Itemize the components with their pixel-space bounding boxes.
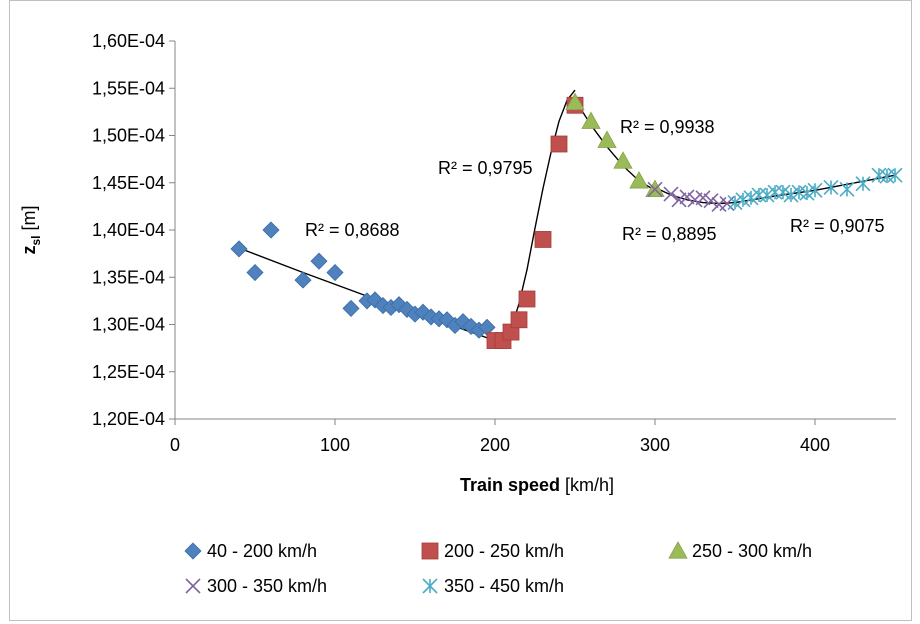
data-point <box>262 221 280 239</box>
data-point <box>510 311 528 329</box>
data-points <box>230 92 903 349</box>
x-tick-label: 0 <box>170 435 180 455</box>
data-point <box>581 111 601 129</box>
data-point <box>663 186 679 202</box>
legend-item: 350 - 450 km/h <box>422 576 564 596</box>
x-axis-title-main: Train speed <box>460 475 560 495</box>
series-1-points <box>230 221 496 339</box>
y-tick-label: 1,20E-04 <box>92 409 165 429</box>
data-point <box>629 171 649 189</box>
legend-item: 250 - 300 km/h <box>668 541 812 561</box>
y-tick-label: 1,45E-04 <box>92 173 165 193</box>
r-squared-label: R² = 0,9795 <box>438 158 533 178</box>
data-point <box>703 193 719 209</box>
x-tick-label: 200 <box>480 435 510 455</box>
data-point <box>230 240 248 258</box>
data-point <box>799 185 815 201</box>
data-point <box>767 184 783 200</box>
data-point <box>647 181 663 197</box>
y-tick-label: 1,35E-04 <box>92 267 165 287</box>
data-point <box>727 195 743 211</box>
x-axis-ticks: 0 100 200 300 400 <box>170 419 830 455</box>
data-point <box>671 192 687 208</box>
r-squared-label: R² = 0,8688 <box>305 220 400 240</box>
x-tick-label: 300 <box>640 435 670 455</box>
legend: 40 - 200 km/h 200 - 250 km/h 250 - 300 km/… <box>184 541 812 596</box>
r-squared-label: R² = 0,9938 <box>620 117 715 137</box>
y-axis-title-sub: sl <box>29 235 43 245</box>
data-point <box>887 167 903 183</box>
legend-label: 40 - 200 km/h <box>207 541 317 561</box>
data-point <box>534 231 552 248</box>
data-point <box>679 189 695 205</box>
data-point <box>565 92 585 111</box>
x-tick-label: 100 <box>320 435 350 455</box>
data-point <box>823 179 839 196</box>
legend-label: 300 - 350 km/h <box>207 576 327 596</box>
series-3-points <box>565 92 665 197</box>
legend-marker <box>184 542 202 560</box>
chart-border <box>9 0 912 621</box>
data-point <box>759 187 775 203</box>
y-tick-label: 1,25E-04 <box>92 362 165 382</box>
data-point <box>310 252 328 270</box>
legend-marker <box>422 578 438 594</box>
legend-marker <box>421 542 439 560</box>
data-point <box>613 151 633 169</box>
trend-300-350-line <box>654 186 736 205</box>
series-4-points <box>647 181 735 213</box>
legend-label: 250 - 300 km/h <box>692 541 812 561</box>
legend-item: 300 - 350 km/h <box>185 576 327 596</box>
legend-marker <box>668 541 688 559</box>
y-tick-label: 1,60E-04 <box>92 31 165 51</box>
y-tick-label: 1,55E-04 <box>92 78 165 98</box>
data-point <box>751 187 767 203</box>
data-point <box>518 290 536 308</box>
data-point <box>839 181 855 197</box>
legend-item: 40 - 200 km/h <box>184 541 317 561</box>
r-squared-labels: R² = 0,8688 R² = 0,9795 R² = 0,9938 R² = 0,… <box>305 117 885 244</box>
legend-label: 350 - 450 km/h <box>444 576 564 596</box>
x-tick-label: 400 <box>800 435 830 455</box>
y-axis-ticks: 1,20E-04 1,25E-04 1,30E-04 1,35E-04 1,40E-04… <box>92 31 175 429</box>
y-tick-label: 1,30E-04 <box>92 315 165 335</box>
data-point <box>294 271 312 289</box>
data-point <box>855 176 871 192</box>
data-point <box>597 130 617 148</box>
data-point <box>775 184 791 200</box>
series-5-points <box>727 167 903 211</box>
legend-label: 200 - 250 km/h <box>444 541 564 561</box>
data-point <box>807 182 823 198</box>
y-axis-title-main: z <box>19 246 39 255</box>
legend-marker <box>185 578 201 594</box>
y-axis-title: zsl [m] <box>19 205 43 254</box>
r-squared-label: R² = 0,8895 <box>622 224 717 244</box>
data-point <box>342 299 360 318</box>
data-point <box>326 263 344 282</box>
legend-item: 200 - 250 km/h <box>421 541 564 561</box>
x-axis-title: Train speed [km/h] <box>460 475 614 495</box>
y-axis-title-unit: [m] <box>19 205 39 235</box>
data-point <box>550 135 568 153</box>
x-axis-title-unit: [km/h] <box>560 475 614 495</box>
y-tick-label: 1,50E-04 <box>92 126 165 146</box>
data-point <box>783 187 799 203</box>
r-squared-label: R² = 0,9075 <box>790 216 885 236</box>
data-point <box>246 263 264 282</box>
data-point <box>695 190 711 206</box>
y-tick-label: 1,40E-04 <box>92 220 165 240</box>
data-point <box>743 190 759 206</box>
